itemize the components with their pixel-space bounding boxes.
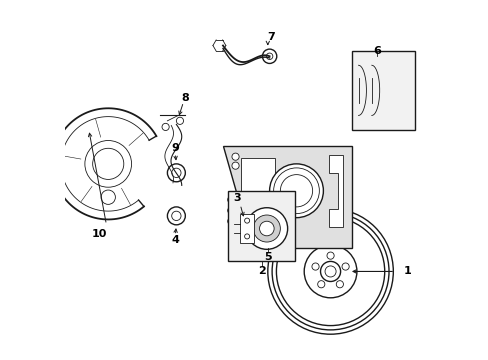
Text: 10: 10 bbox=[91, 229, 107, 239]
Text: 9: 9 bbox=[171, 143, 179, 153]
Circle shape bbox=[320, 261, 340, 282]
Text: 3: 3 bbox=[233, 193, 241, 203]
Circle shape bbox=[326, 252, 333, 259]
Circle shape bbox=[231, 162, 239, 169]
Text: 5: 5 bbox=[264, 252, 271, 262]
Circle shape bbox=[253, 215, 280, 242]
Circle shape bbox=[262, 49, 276, 63]
Circle shape bbox=[341, 263, 348, 270]
Circle shape bbox=[162, 123, 169, 131]
Polygon shape bbox=[328, 155, 343, 226]
Circle shape bbox=[245, 208, 287, 249]
Circle shape bbox=[227, 197, 234, 203]
Text: 4: 4 bbox=[171, 235, 179, 245]
Circle shape bbox=[317, 281, 324, 288]
Bar bbox=[351, 51, 414, 130]
Polygon shape bbox=[223, 146, 351, 248]
Circle shape bbox=[227, 207, 234, 214]
Bar bbox=[241, 158, 274, 225]
Circle shape bbox=[227, 218, 234, 225]
Text: 1: 1 bbox=[403, 266, 411, 276]
Text: 2: 2 bbox=[257, 266, 265, 276]
Circle shape bbox=[231, 153, 239, 160]
Circle shape bbox=[259, 221, 274, 236]
Text: 6: 6 bbox=[372, 46, 380, 56]
Circle shape bbox=[311, 263, 319, 270]
Bar bbox=[240, 214, 253, 243]
Circle shape bbox=[176, 117, 183, 125]
Circle shape bbox=[269, 164, 323, 218]
Bar bbox=[228, 191, 294, 261]
Text: 8: 8 bbox=[181, 93, 189, 103]
Circle shape bbox=[336, 281, 343, 288]
Circle shape bbox=[101, 190, 115, 204]
Text: 7: 7 bbox=[267, 32, 275, 41]
